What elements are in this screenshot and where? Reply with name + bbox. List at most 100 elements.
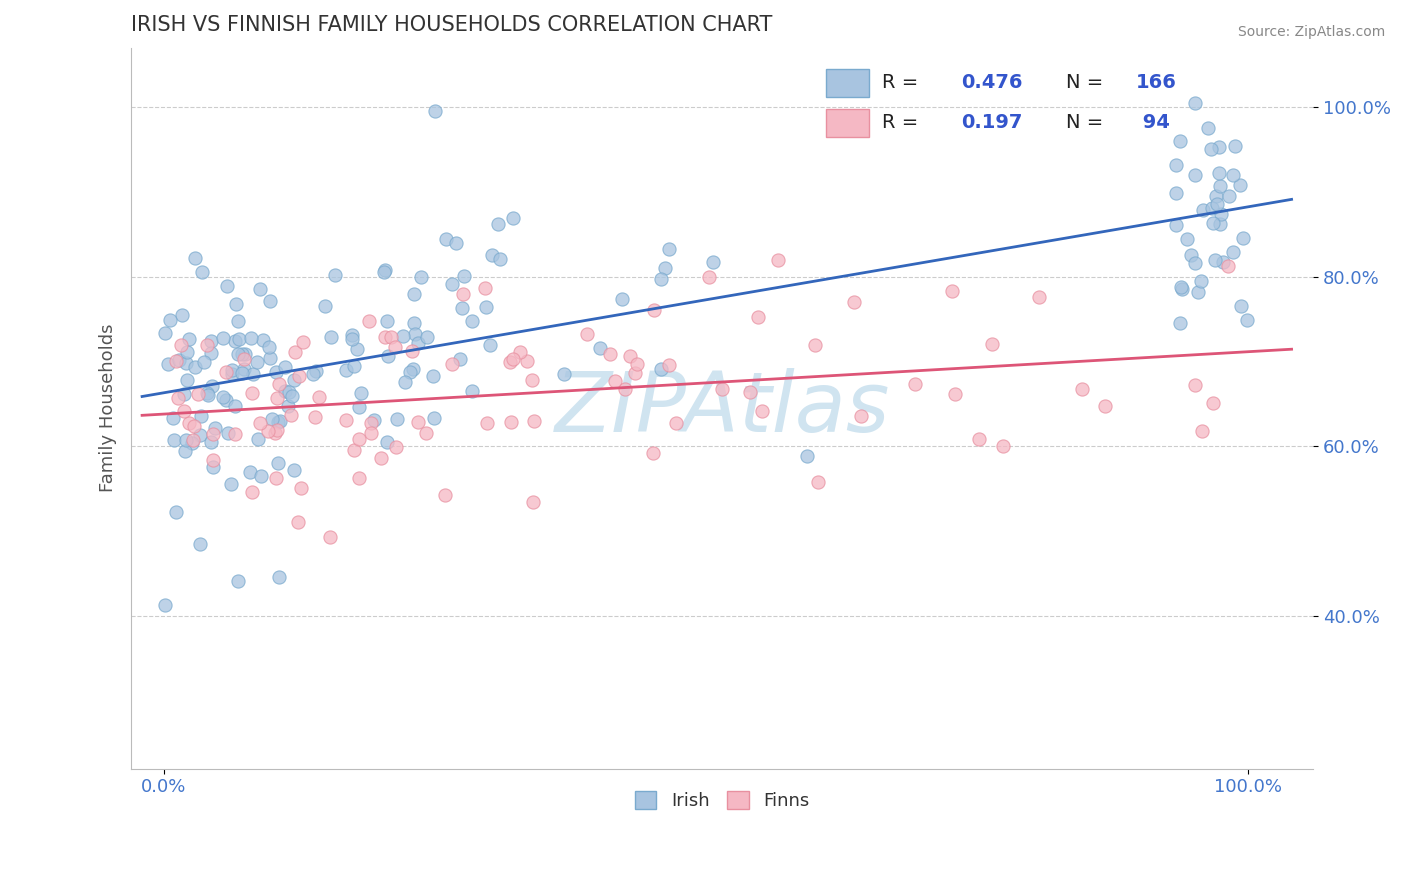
- Point: [301, 367, 323, 381]
- Point: [259, 351, 281, 365]
- Point: [516, 354, 538, 368]
- Point: [247, 432, 270, 446]
- Point: [399, 365, 422, 379]
- Point: [343, 442, 366, 457]
- Point: [239, 465, 262, 479]
- Point: [1218, 259, 1240, 273]
- Point: [179, 416, 201, 430]
- Point: [176, 345, 198, 359]
- Point: [1187, 285, 1209, 299]
- Point: [967, 432, 990, 446]
- Point: [245, 355, 267, 369]
- Point: [284, 344, 307, 359]
- Point: [266, 391, 288, 405]
- Point: [1205, 197, 1227, 211]
- Point: [340, 332, 363, 346]
- Point: [340, 328, 363, 343]
- Point: [1202, 215, 1225, 229]
- Point: [319, 530, 342, 544]
- Point: [343, 359, 366, 373]
- Point: [183, 419, 205, 434]
- Point: [359, 314, 381, 328]
- Point: [233, 347, 256, 361]
- Point: [384, 340, 406, 354]
- Point: [212, 390, 235, 404]
- Point: [335, 363, 357, 377]
- Point: [200, 435, 222, 450]
- Point: [304, 409, 326, 424]
- Point: [981, 336, 1004, 351]
- Point: [1184, 169, 1206, 183]
- Point: [170, 308, 193, 322]
- Point: [370, 450, 392, 465]
- Point: [224, 399, 246, 413]
- Point: [747, 310, 769, 324]
- Point: [257, 424, 280, 438]
- Point: [259, 340, 281, 354]
- Point: [202, 460, 225, 475]
- Point: [375, 435, 398, 450]
- Point: [360, 426, 382, 441]
- Point: [187, 387, 209, 401]
- Point: [197, 386, 219, 401]
- Point: [411, 269, 433, 284]
- Text: ZIPAtlas: ZIPAtlas: [554, 368, 890, 449]
- Point: [401, 343, 423, 358]
- Point: [155, 598, 177, 612]
- Point: [654, 260, 676, 275]
- Point: [440, 358, 463, 372]
- Point: [406, 415, 429, 429]
- Point: [200, 346, 222, 360]
- Point: [181, 436, 204, 450]
- Point: [267, 456, 290, 470]
- Point: [314, 298, 336, 312]
- Point: [269, 377, 291, 392]
- Point: [1222, 169, 1244, 183]
- Point: [404, 326, 426, 341]
- Point: [478, 337, 501, 351]
- Point: [240, 386, 263, 401]
- Point: [392, 328, 415, 343]
- Point: [599, 347, 621, 361]
- Point: [373, 264, 395, 278]
- Point: [266, 365, 288, 379]
- Point: [269, 414, 291, 428]
- Point: [650, 361, 672, 376]
- Point: [287, 515, 309, 529]
- Point: [1171, 282, 1194, 296]
- Point: [451, 286, 474, 301]
- Point: [1028, 290, 1050, 304]
- Point: [941, 284, 963, 298]
- Point: [156, 357, 179, 371]
- Point: [162, 433, 184, 447]
- Point: [605, 374, 627, 388]
- Point: [1197, 121, 1219, 136]
- Point: [264, 471, 287, 485]
- Point: [553, 367, 575, 381]
- Point: [991, 439, 1014, 453]
- Point: [711, 383, 734, 397]
- Point: [162, 411, 184, 425]
- Point: [159, 313, 181, 327]
- Point: [1212, 255, 1234, 269]
- Point: [323, 268, 346, 282]
- Point: [347, 470, 370, 484]
- Point: [360, 417, 382, 431]
- Point: [1168, 134, 1191, 148]
- Point: [260, 412, 283, 426]
- Point: [195, 338, 218, 352]
- Point: [380, 330, 402, 344]
- Point: [305, 363, 328, 377]
- Point: [804, 337, 827, 351]
- Point: [446, 235, 468, 250]
- Point: [1184, 256, 1206, 270]
- Point: [266, 423, 288, 437]
- Point: [402, 287, 425, 301]
- Point: [201, 427, 224, 442]
- Point: [232, 351, 254, 366]
- Point: [190, 409, 212, 424]
- Point: [626, 357, 648, 371]
- Point: [943, 387, 966, 401]
- Point: [374, 263, 396, 277]
- Point: [1208, 140, 1230, 154]
